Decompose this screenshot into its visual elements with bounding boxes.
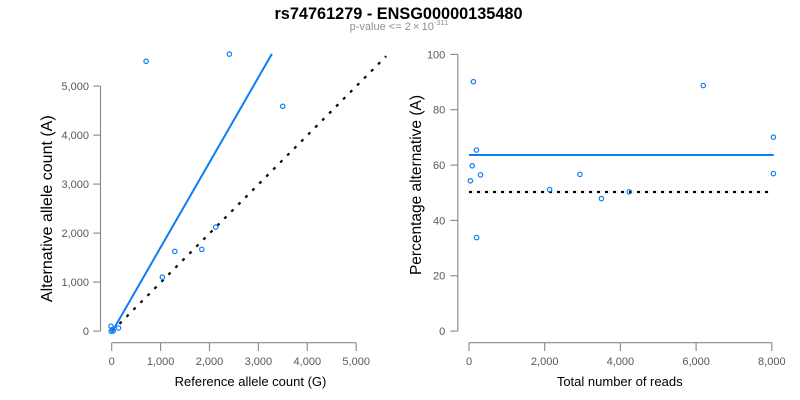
svg-text:4,000: 4,000 (607, 356, 635, 368)
svg-text:3,000: 3,000 (245, 356, 273, 368)
svg-text:4,000: 4,000 (61, 130, 89, 142)
svg-text:Reference allele count (G): Reference allele count (G) (175, 374, 327, 389)
svg-text:Alternative allele count (A): Alternative allele count (A) (39, 115, 56, 302)
svg-text:5,000: 5,000 (342, 356, 370, 368)
svg-text:0: 0 (109, 356, 115, 368)
svg-text:2,000: 2,000 (196, 356, 224, 368)
svg-text:20: 20 (433, 271, 445, 283)
svg-text:0: 0 (439, 326, 445, 338)
svg-text:Percentage alternative (A): Percentage alternative (A) (408, 95, 425, 275)
svg-text:100: 100 (427, 49, 445, 61)
svg-text:6,000: 6,000 (682, 356, 710, 368)
svg-text:1,000: 1,000 (61, 277, 89, 289)
svg-text:2,000: 2,000 (531, 356, 559, 368)
svg-text:1,000: 1,000 (147, 356, 175, 368)
svg-text:3,000: 3,000 (61, 179, 89, 191)
svg-text:p-value <= 2 × 10-311: p-value <= 2 × 10-311 (350, 18, 449, 33)
svg-text:4,000: 4,000 (294, 356, 322, 368)
svg-text:2,000: 2,000 (61, 228, 89, 240)
svg-text:40: 40 (433, 215, 445, 227)
svg-text:5,000: 5,000 (61, 81, 89, 93)
svg-text:80: 80 (433, 105, 445, 117)
svg-text:0: 0 (83, 326, 89, 338)
svg-text:Total number of reads: Total number of reads (557, 374, 683, 389)
svg-text:0: 0 (466, 356, 472, 368)
svg-text:rs74761279 - ENSG00000135480: rs74761279 - ENSG00000135480 (274, 5, 522, 23)
svg-text:8,000: 8,000 (758, 356, 786, 368)
svg-text:60: 60 (433, 160, 445, 172)
